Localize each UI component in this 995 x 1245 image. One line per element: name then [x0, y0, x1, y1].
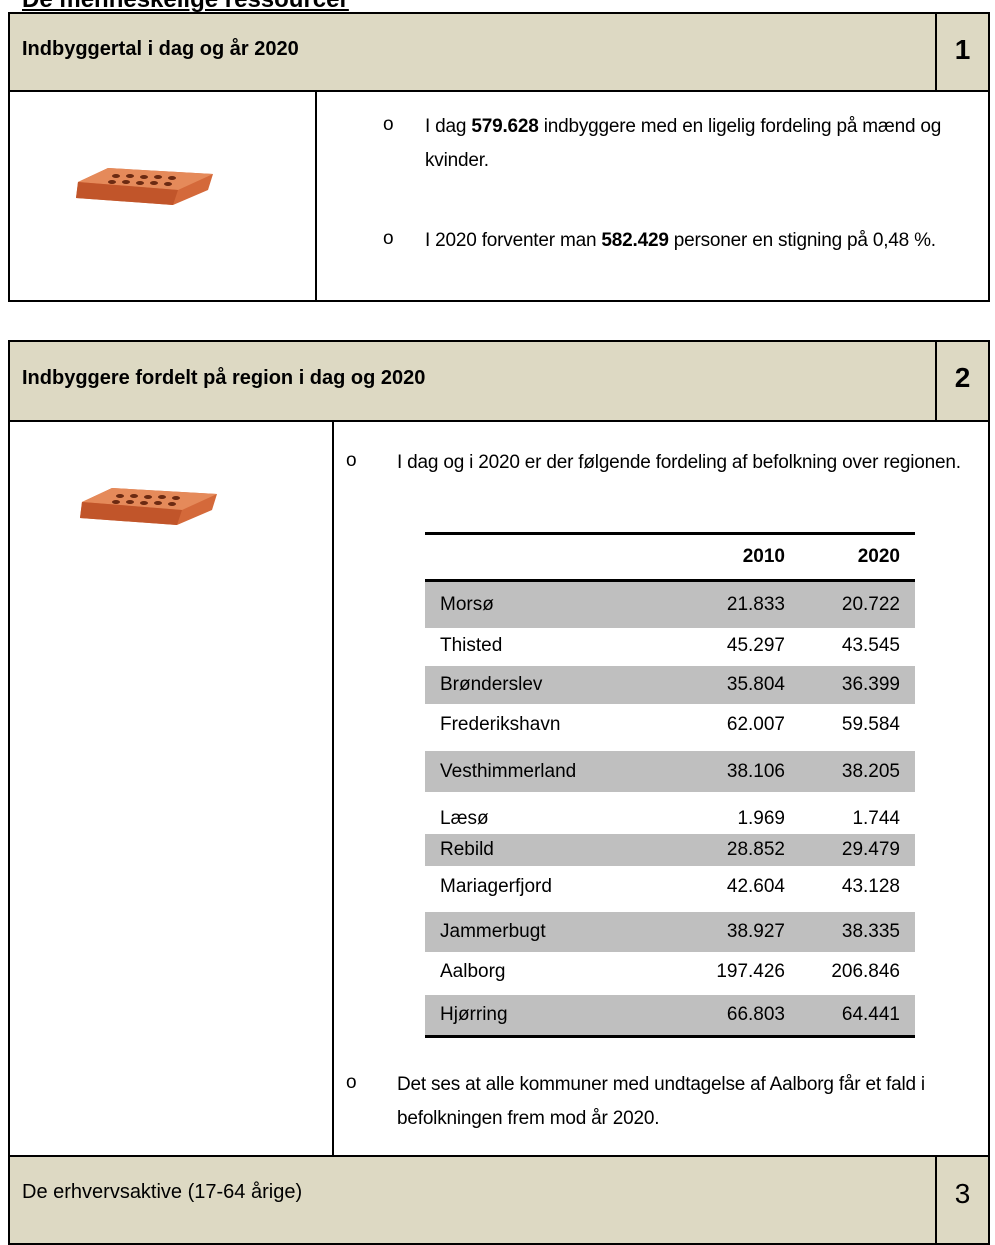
- bullet-text: I dag og i 2020 er der følgende fordelin…: [397, 446, 985, 480]
- bullet-marker: o: [346, 1072, 357, 1094]
- text-cell: [332, 420, 990, 1157]
- section-title: Indbyggertal i dag og år 2020: [22, 38, 299, 61]
- page: De menneskelige ressourcer Indbyggertal …: [0, 0, 995, 1233]
- section-number: 1: [935, 34, 990, 66]
- section-title: Indbyggere fordelt på region i dag og 20…: [22, 367, 425, 390]
- bullet-marker: o: [383, 114, 394, 136]
- section-title: De erhvervsaktive (17-64 årige): [22, 1181, 302, 1204]
- bullet-text: Det ses at alle kommuner med undtagelse …: [397, 1068, 977, 1136]
- section-number: 2: [935, 362, 990, 394]
- bullet-text: I 2020 forventer man 582.429 personer en…: [425, 224, 985, 258]
- bullet-marker: o: [383, 228, 394, 250]
- bullet-text: I dag 579.628 indbyggere med en ligelig …: [425, 110, 990, 178]
- brick-image: [68, 160, 218, 210]
- section-number: 3: [935, 1178, 990, 1210]
- brick-image: [72, 480, 222, 530]
- image-cell: [8, 420, 334, 1157]
- bullet-marker: o: [346, 450, 357, 472]
